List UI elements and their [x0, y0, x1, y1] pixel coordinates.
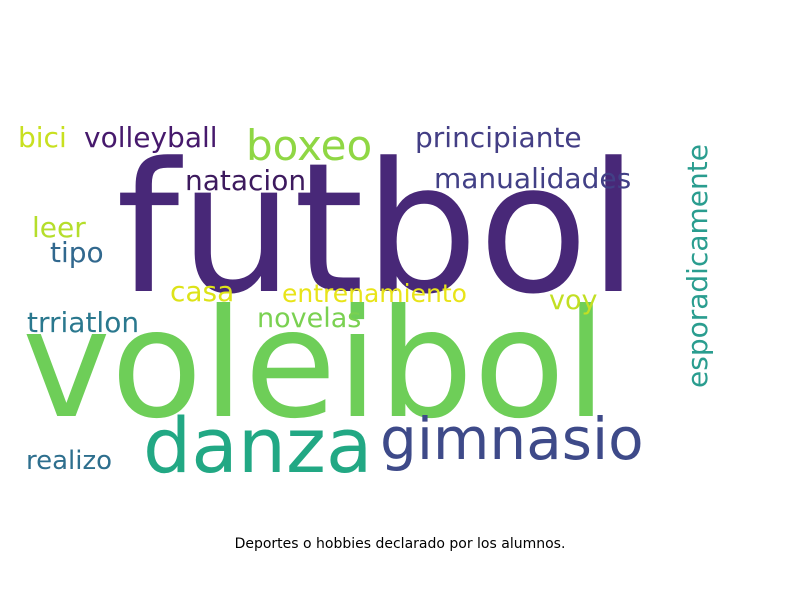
word-realizo: realizo	[26, 446, 113, 476]
word-voleibol: voleibol	[22, 278, 607, 452]
word-bici: bici	[18, 121, 67, 154]
word-natacion: natacion	[185, 164, 307, 197]
word-esporadicamente: esporadicamente	[681, 144, 714, 388]
word-voy: voy	[549, 285, 598, 316]
word-volleyball: volleyball	[84, 121, 218, 154]
word-casa: casa	[170, 275, 235, 308]
word-principiante: principiante	[415, 121, 582, 154]
word-gimnasio: gimnasio	[380, 405, 644, 473]
word-boxeo: boxeo	[246, 121, 373, 170]
word-entrenamiento: entrenamiento	[282, 279, 467, 308]
word-manualidades: manualidades	[434, 162, 632, 195]
word-danza: danza	[143, 401, 373, 490]
word-trriatlon: trriatlon	[27, 306, 140, 339]
word-leer: leer	[32, 211, 86, 244]
figure-caption: Deportes o hobbies declarado por los alu…	[234, 536, 566, 552]
word-futbol: futbol	[116, 125, 639, 334]
word-novelas: novelas	[257, 303, 362, 334]
word-tipo: tipo	[50, 236, 104, 269]
